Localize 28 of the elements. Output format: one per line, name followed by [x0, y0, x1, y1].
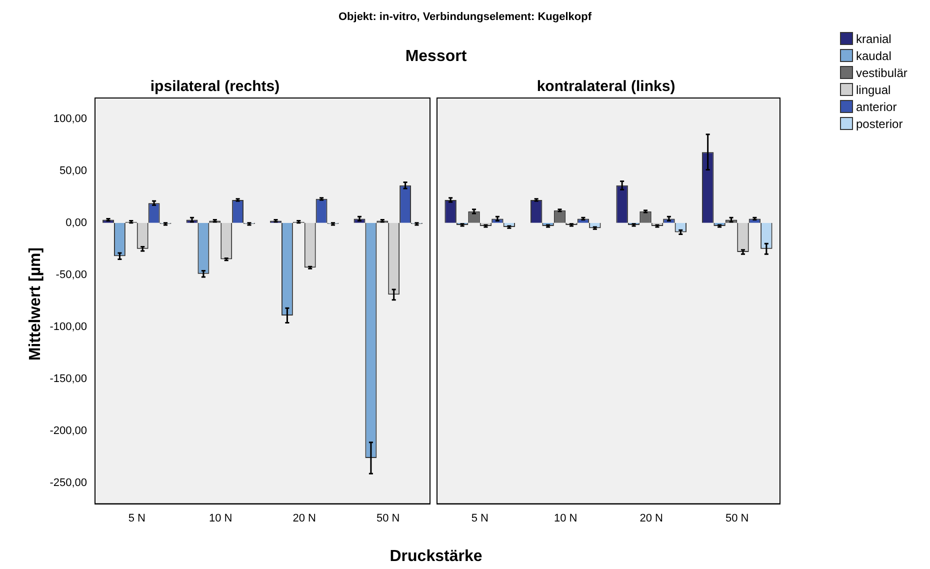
x-tick-label: 5 N — [471, 512, 488, 524]
x-axis-title: Druckstärke — [388, 548, 484, 566]
x-tick-label: 50 N — [376, 512, 400, 524]
y-tick-label: -200,00 — [50, 424, 87, 437]
legend-label: anterior — [856, 100, 897, 114]
chart-title: ipsilateral (rechts) — [150, 78, 280, 96]
y-tick-label: 100,00 — [53, 112, 87, 125]
y-tick-label: -250,00 — [50, 477, 87, 490]
x-tick-label: 20 N — [640, 512, 664, 524]
x-tick-label: 10 N — [209, 512, 232, 524]
legend-label: vestibulär — [856, 66, 908, 80]
x-tick-label: 20 N — [292, 512, 316, 524]
legend-label: kranial — [856, 32, 892, 46]
x-tick-label: 50 N — [726, 512, 749, 524]
legend-label: posterior — [856, 116, 903, 130]
chart-title: kontralateral (links) — [536, 78, 676, 96]
y-tick-label: 50,00 — [59, 164, 87, 177]
y-tick-label: -50,00 — [56, 268, 87, 281]
y-tick-label: -100,00 — [50, 320, 87, 333]
legend-label: lingual — [856, 82, 891, 96]
text: Objekt: in-vitro, Verbindungselement: Kugelkopf — [337, 11, 593, 23]
x-tick-label: 10 N — [554, 512, 578, 524]
legend-label: kaudal — [856, 48, 892, 62]
y-tick-label: 0,00 — [66, 216, 87, 229]
x-tick-label: 5 N — [128, 512, 146, 524]
y-tick-label: -150,00 — [50, 372, 87, 385]
y-axis-title: Mittelwert [µm] — [27, 246, 45, 363]
text: Messort — [404, 48, 468, 66]
